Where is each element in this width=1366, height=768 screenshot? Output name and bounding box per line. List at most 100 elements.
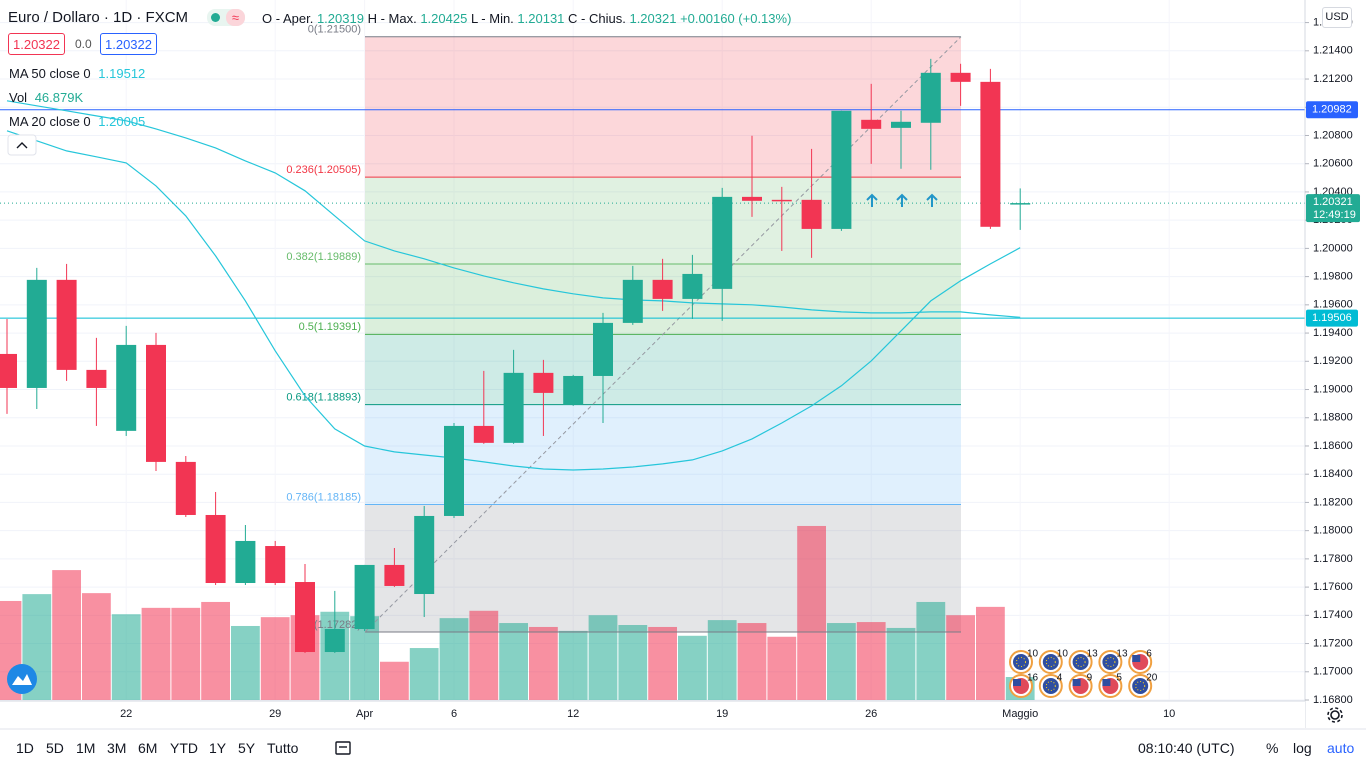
event-count: 13: [1116, 649, 1128, 660]
candle-body: [682, 273, 703, 299]
fib-band: [365, 334, 961, 405]
collapse-legend-button[interactable]: [7, 134, 37, 156]
range-button[interactable]: 6M: [138, 740, 158, 756]
currency-button[interactable]: USD: [1322, 7, 1352, 28]
candle-body: [473, 425, 494, 443]
event-flag: [1072, 654, 1089, 670]
ohlc-value: 1.20131: [517, 11, 565, 26]
x-tick-label: Apr: [356, 708, 373, 720]
volume-bar: [678, 635, 707, 700]
event-flag-stars: [1105, 657, 1116, 667]
status-icon: ≈: [226, 9, 245, 26]
ma-line: [6, 100, 1021, 318]
event-flag-canton: [1072, 679, 1081, 686]
current-price-bg: [1306, 194, 1360, 223]
event-count: 13: [1087, 649, 1099, 660]
arrow-icon: [896, 193, 908, 207]
axis-layer: 1.16800 1.17000 1.17200 1.17400 1.17600 1.178…: [0, 0, 1366, 730]
x-tick-label: Maggio: [1002, 708, 1038, 720]
symbol-title[interactable]: Euro / Dollaro · 1D · FXCM: [8, 9, 189, 26]
fib-band: [365, 504, 961, 632]
range-button[interactable]: 3M: [107, 740, 127, 756]
fib-label: 0.5(1.19391): [299, 321, 361, 333]
y-tick-label: 1.20800: [1313, 129, 1353, 141]
ohlc-value: 1.20319: [316, 11, 364, 26]
ohlc-label: L - Min.: [470, 11, 514, 26]
y-tick-label: 1.18800: [1313, 412, 1353, 424]
y-tick-label: 1.19400: [1313, 327, 1353, 339]
range-button[interactable]: 1M: [76, 740, 96, 756]
x-tick-label: 29: [269, 708, 281, 720]
range-button[interactable]: YTD: [170, 740, 198, 756]
volume-bar: [231, 625, 260, 700]
event-flag: [1132, 678, 1149, 694]
sell-button[interactable]: 1.20322: [8, 33, 65, 55]
volume-bar: [916, 601, 946, 700]
percent-button[interactable]: %: [1266, 740, 1279, 756]
candle-body: [175, 461, 196, 515]
volume-bar: [141, 607, 171, 700]
log-button[interactable]: log: [1293, 740, 1312, 756]
candle-body: [563, 375, 584, 405]
event-flag: [1042, 654, 1059, 670]
y-tick-label: 1.20600: [1313, 158, 1353, 170]
x-tick-label: 10: [1163, 708, 1175, 720]
candle-body: [384, 564, 405, 586]
candle-body: [742, 196, 762, 201]
volume-bar: [409, 648, 439, 700]
legend-value: 1.20005: [98, 114, 146, 129]
y-tick-label: 1.17600: [1313, 581, 1353, 593]
candle-body: [26, 279, 47, 388]
volume-bar: [529, 626, 558, 700]
event-flag-canton: [1013, 679, 1021, 686]
logo-icon: [12, 674, 32, 685]
candle-body: [0, 353, 17, 388]
replay-button[interactable]: [335, 741, 351, 755]
countdown-label: 12:49:19: [1313, 209, 1356, 221]
candle-body: [533, 372, 554, 393]
candle-body: [920, 72, 941, 123]
gear-teeth: [1327, 707, 1343, 723]
volume-bar: [618, 625, 648, 700]
volume-bar: [737, 623, 767, 700]
candle-body: [414, 515, 435, 595]
range-button[interactable]: Tutto: [267, 740, 299, 756]
auto-button[interactable]: auto: [1327, 740, 1355, 756]
y-tick-label: 1.19600: [1313, 299, 1353, 311]
ohlc-label: O - Aper.: [262, 11, 314, 26]
x-tick-label: 26: [865, 708, 877, 720]
range-button[interactable]: 5Y: [238, 740, 256, 756]
event-flag-stars: [1075, 657, 1086, 667]
fib-label: 0(1.21500): [308, 24, 361, 36]
fib-band: [365, 36, 961, 178]
volume-layer: [0, 525, 1035, 700]
volume-bar: [469, 610, 499, 700]
price-line-label: 1.20982: [1312, 104, 1352, 116]
arrow-icon: [866, 193, 878, 207]
range-button[interactable]: 1D: [16, 740, 34, 756]
volume-bar: [976, 606, 1005, 700]
range-button[interactable]: 1Y: [209, 740, 227, 756]
ma-line: [6, 130, 1021, 471]
buy-button[interactable]: 1.20322: [100, 33, 157, 55]
y-tick-label: 1.17000: [1313, 666, 1353, 678]
event-flag: [1013, 654, 1029, 670]
range-button[interactable]: 5D: [46, 740, 64, 756]
fib-band: [365, 177, 961, 265]
y-tick-label: 1.20000: [1313, 242, 1353, 254]
price-line-label: 1.19506: [1312, 312, 1352, 324]
event-count: 20: [1146, 673, 1158, 684]
candle-body: [622, 279, 643, 323]
y-tick-label: 1.18600: [1313, 440, 1353, 452]
candle-body: [1010, 203, 1031, 205]
x-tick-label: 6: [451, 708, 457, 720]
event-flag: [1042, 678, 1059, 694]
settings-button[interactable]: [1327, 707, 1343, 723]
fib-band: [365, 404, 961, 505]
event-count: 16: [1027, 673, 1039, 684]
event-flag: [1102, 654, 1119, 670]
legend-row: Vol 46.879K: [9, 90, 83, 105]
logo-button[interactable]: [7, 664, 37, 694]
clock[interactable]: 08:10:40 (UTC): [1138, 740, 1235, 756]
